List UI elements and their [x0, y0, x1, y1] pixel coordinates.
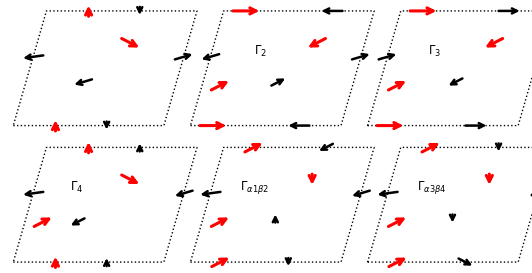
- Text: $\Gamma_{\alpha3\beta4}$: $\Gamma_{\alpha3\beta4}$: [417, 179, 446, 196]
- Text: $\Gamma_4$: $\Gamma_4$: [70, 180, 84, 195]
- Text: $\Gamma_2$: $\Gamma_2$: [254, 43, 267, 59]
- Text: $\Gamma_3$: $\Gamma_3$: [428, 43, 441, 59]
- Text: $\Gamma_{\alpha1\beta2}$: $\Gamma_{\alpha1\beta2}$: [239, 179, 269, 196]
